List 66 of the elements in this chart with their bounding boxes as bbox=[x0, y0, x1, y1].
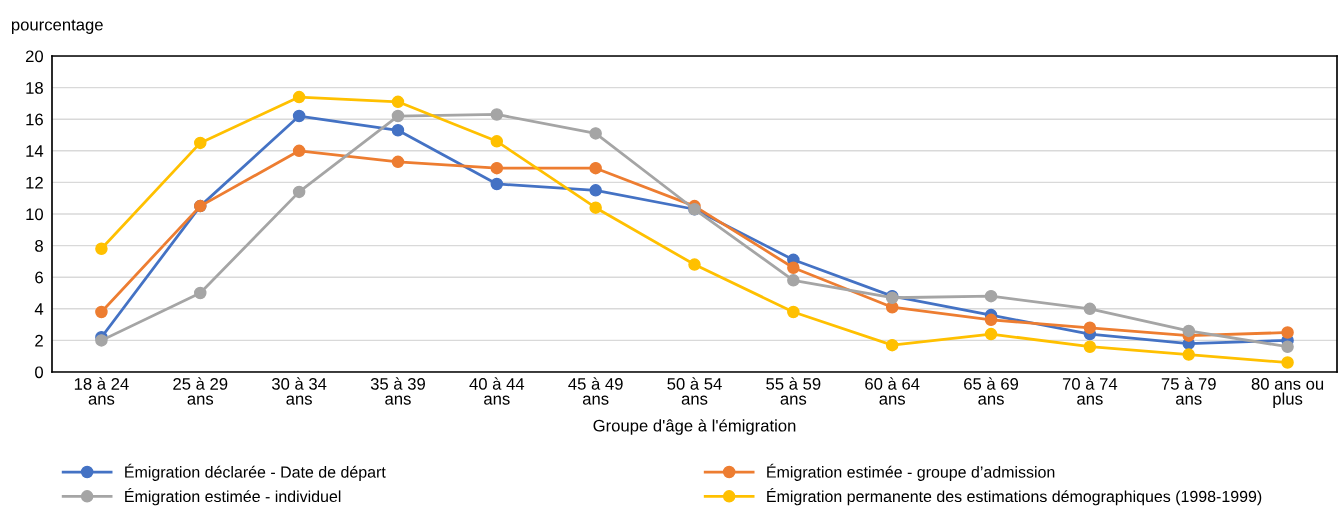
point bbox=[1281, 356, 1294, 369]
y-tick-label: 20 bbox=[25, 50, 44, 63]
legend-label: Émigration estimée - individuel bbox=[125, 488, 341, 506]
point bbox=[1281, 326, 1294, 339]
point bbox=[95, 242, 108, 256]
y-tick-label: 16 bbox=[26, 113, 43, 126]
x-tick-label: 30 à 34 ans bbox=[271, 377, 327, 405]
point bbox=[787, 261, 800, 274]
point bbox=[194, 136, 207, 150]
point bbox=[885, 338, 899, 352]
point bbox=[589, 201, 602, 214]
y-tick-label: 12 bbox=[26, 176, 43, 189]
y-axis-title: pourcentage bbox=[11, 19, 103, 34]
x-tick-label: 18 à 24 ans bbox=[74, 377, 129, 405]
point bbox=[787, 274, 800, 287]
point bbox=[1182, 324, 1195, 338]
point bbox=[490, 108, 504, 121]
point bbox=[391, 155, 405, 169]
x-tick-label: 70 à 74 ans bbox=[1062, 377, 1118, 405]
point bbox=[589, 184, 602, 197]
y-tick-label: 10 bbox=[26, 208, 44, 221]
legend-label: Émigration permanente des estimations démographiques (1998-1999) bbox=[767, 488, 1262, 506]
point bbox=[391, 109, 405, 123]
x-tick-label: 50 à 54 ans bbox=[667, 377, 722, 405]
point bbox=[95, 305, 108, 319]
legend-label: Émigration estimée - groupe d’admission bbox=[767, 463, 1055, 481]
x-tick-label: 60 à 64 ans bbox=[865, 377, 920, 405]
x-tick-label: 75 à 79 ans bbox=[1161, 377, 1216, 405]
x-tick-label: 55 à 59 ans bbox=[766, 377, 821, 405]
point bbox=[1182, 348, 1195, 361]
point bbox=[292, 144, 306, 158]
x-tick-label: 35 à 39 ans bbox=[370, 377, 425, 405]
legend-label: Émigration déclarée - Date de départ bbox=[125, 463, 386, 481]
point bbox=[688, 258, 701, 271]
point bbox=[1281, 340, 1294, 353]
x-tick-label: 80 ans ou plus bbox=[1251, 378, 1324, 409]
x-tick-label: 65 à 69 ans bbox=[964, 377, 1019, 405]
point bbox=[1083, 302, 1097, 316]
x-tick-label: 40 à 44 ans bbox=[469, 377, 525, 405]
y-tick-label: 0 bbox=[35, 366, 44, 379]
point bbox=[984, 313, 998, 327]
point bbox=[292, 185, 306, 199]
point bbox=[194, 286, 207, 300]
y-tick-label: 2 bbox=[35, 334, 43, 347]
point bbox=[490, 135, 504, 148]
y-tick-label: 6 bbox=[35, 271, 43, 284]
point bbox=[589, 127, 602, 140]
point bbox=[292, 109, 306, 123]
y-tick-label: 8 bbox=[35, 240, 43, 252]
y-tick-label: 4 bbox=[34, 303, 44, 315]
point bbox=[490, 161, 504, 175]
y-tick-label: 14 bbox=[26, 145, 44, 157]
point bbox=[589, 161, 602, 175]
x-tick-label: 45 à 49 ans bbox=[568, 377, 623, 405]
x-tick-label: 25 à 29 ans bbox=[173, 377, 228, 405]
point bbox=[984, 289, 998, 303]
point bbox=[391, 124, 405, 137]
point bbox=[391, 95, 405, 109]
x-axis-title: Groupe d'âge à l'émigration bbox=[593, 419, 796, 435]
point bbox=[984, 327, 998, 341]
point bbox=[787, 305, 800, 319]
point bbox=[1083, 340, 1097, 353]
y-tick-label: 18 bbox=[26, 82, 43, 94]
point bbox=[490, 177, 504, 191]
point bbox=[1083, 321, 1097, 335]
point bbox=[292, 90, 306, 104]
